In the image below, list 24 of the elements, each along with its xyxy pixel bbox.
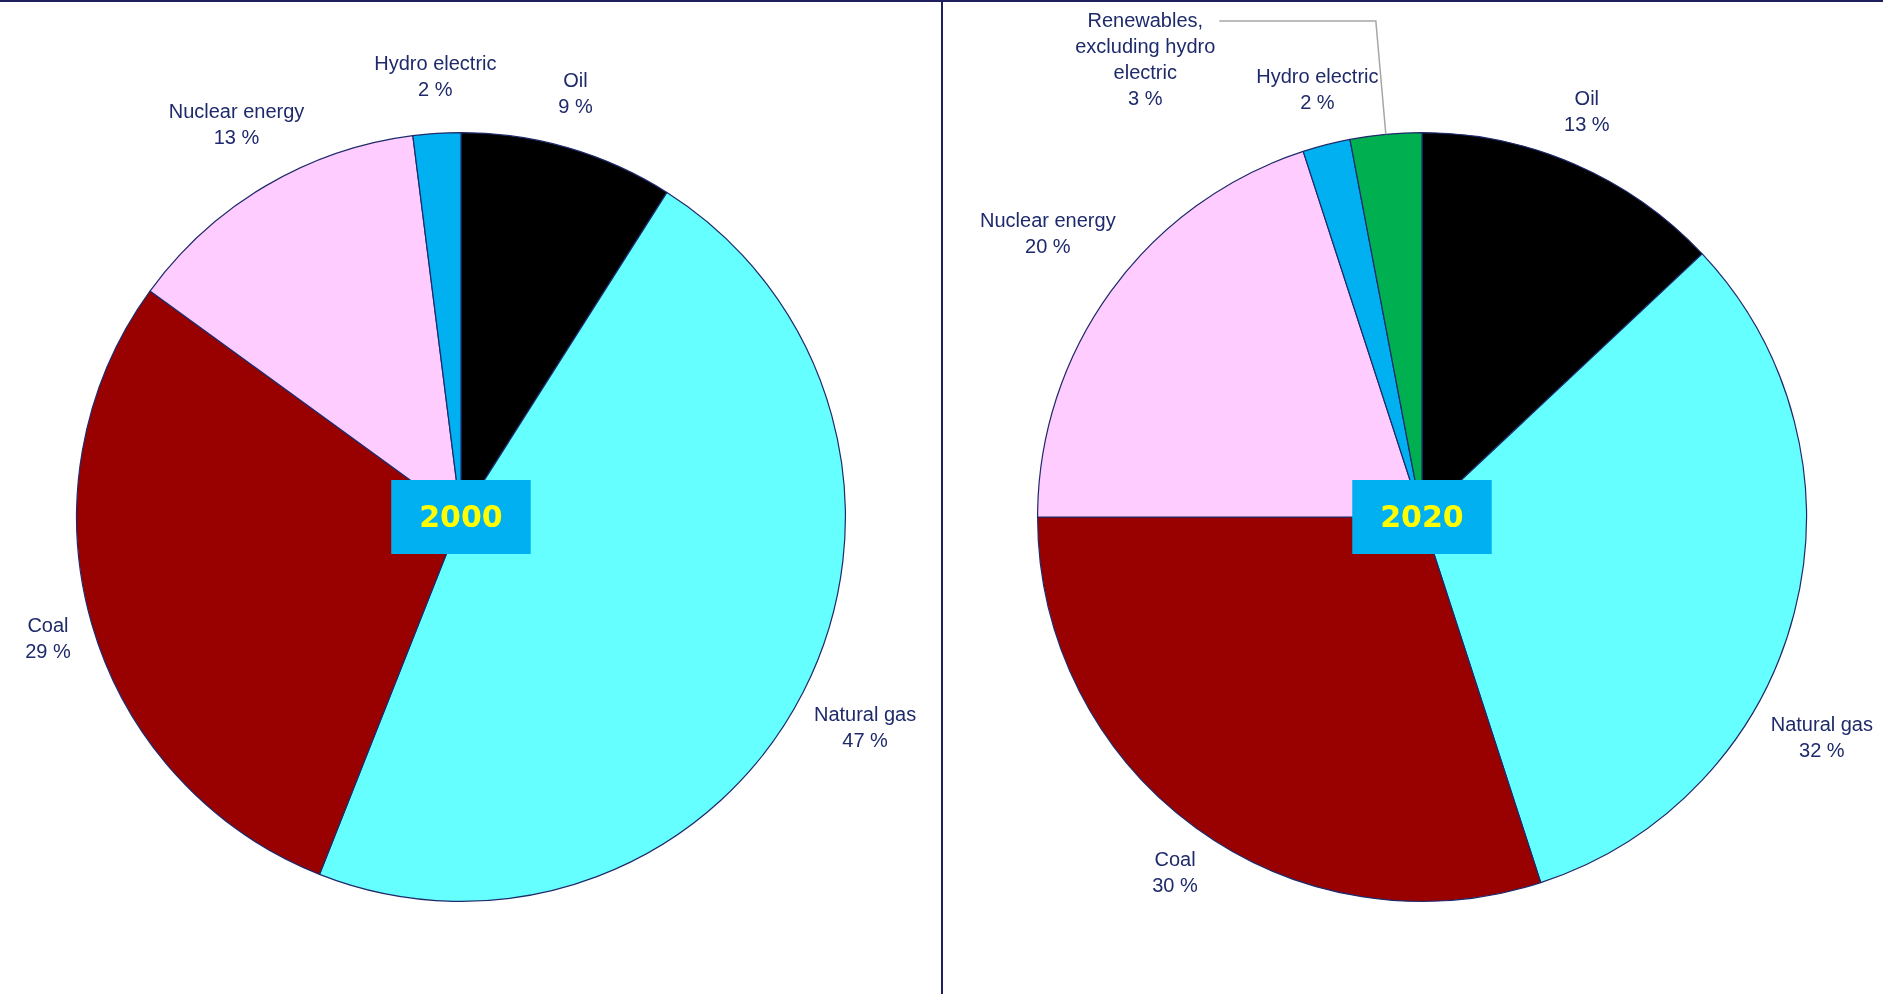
data-label: 2 % bbox=[418, 77, 453, 100]
text: 2000 bbox=[419, 498, 503, 534]
slice-label: Hydro electric bbox=[374, 51, 497, 74]
data-label: 30 % bbox=[1152, 873, 1199, 896]
slice-label: Oil bbox=[563, 68, 588, 91]
slice-label: Natural gas bbox=[813, 703, 917, 726]
slice-label: Hydro electric bbox=[1256, 64, 1379, 87]
slice-label: Natural gas bbox=[1770, 713, 1873, 736]
data-label: 2 % bbox=[1300, 90, 1335, 113]
slice-label: Coal bbox=[27, 614, 69, 637]
slice-label: Renewables, excluding hydro electric bbox=[1075, 8, 1216, 83]
data-label: 29 % bbox=[25, 640, 71, 663]
text: 2020 bbox=[1380, 498, 1464, 534]
slice-label: Oil bbox=[1574, 87, 1600, 110]
slice-label: Nuclear energy bbox=[168, 100, 305, 123]
data-label: 9 % bbox=[558, 94, 593, 117]
slice-label: Nuclear energy bbox=[980, 208, 1116, 231]
data-label: 47 % bbox=[842, 729, 889, 752]
data-label: 32 % bbox=[1799, 739, 1845, 762]
data-label: 20 % bbox=[1025, 234, 1071, 257]
data-label: 13 % bbox=[1564, 113, 1610, 136]
data-label: 13 % bbox=[213, 126, 260, 149]
data-label: 3 % bbox=[1128, 86, 1163, 109]
slice-label: Coal bbox=[1154, 847, 1196, 870]
